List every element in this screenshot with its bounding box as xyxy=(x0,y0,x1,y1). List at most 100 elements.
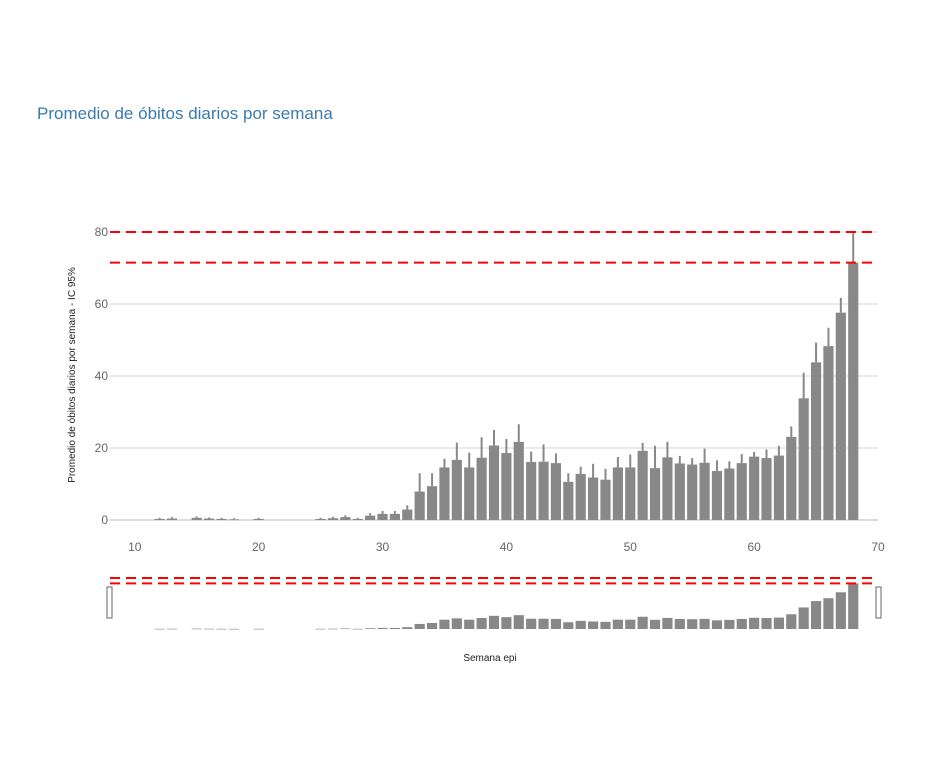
y-axis-title: Promedio de óbitos diarios por semana - … xyxy=(67,267,78,483)
bar xyxy=(166,518,178,520)
bar xyxy=(538,461,549,520)
y-axis-ticks: 0 20 40 60 80 xyxy=(95,225,109,527)
navigator-bar xyxy=(625,619,636,629)
navigator-bar xyxy=(662,617,673,629)
navigator-bar xyxy=(402,627,413,629)
bar xyxy=(575,473,586,520)
bar-series xyxy=(154,262,859,521)
navigator-bar xyxy=(513,615,524,629)
bar xyxy=(340,517,351,520)
bar xyxy=(649,468,661,520)
bar xyxy=(699,462,710,520)
bar xyxy=(513,441,524,520)
bar xyxy=(402,509,413,520)
navigator-bar xyxy=(315,628,326,630)
navigator-bar xyxy=(476,617,487,629)
navigator-bar xyxy=(711,620,723,629)
bar xyxy=(662,457,673,520)
navigator-bar xyxy=(612,619,623,629)
navigator-bar xyxy=(538,618,549,629)
navigator-bar xyxy=(439,619,450,629)
range-navigator[interactable] xyxy=(106,577,882,630)
bar xyxy=(464,467,475,520)
navigator-bar xyxy=(736,618,747,629)
x-tick-label: 10 xyxy=(128,540,142,554)
bar xyxy=(736,463,747,520)
navigator-bar xyxy=(389,627,400,629)
bar xyxy=(365,515,376,520)
bar xyxy=(749,456,760,520)
navigator-bar xyxy=(377,627,388,629)
y-tick-label: 20 xyxy=(95,441,109,455)
navigator-bar xyxy=(563,622,574,629)
bar xyxy=(315,518,326,520)
bar xyxy=(550,463,562,520)
navigator-bar xyxy=(588,621,599,629)
navigator-bar xyxy=(835,592,846,629)
bar xyxy=(823,346,834,520)
bar xyxy=(674,463,685,520)
navigator-bar xyxy=(761,618,772,629)
navigator-bar xyxy=(154,628,165,630)
navigator-bar xyxy=(451,618,462,629)
navigator-bar xyxy=(786,614,797,629)
bar xyxy=(848,262,859,520)
bar xyxy=(588,477,599,520)
navigator-bar xyxy=(699,618,710,629)
bar xyxy=(439,467,450,520)
bar xyxy=(612,467,623,520)
navigator-bar xyxy=(216,628,227,630)
bar xyxy=(451,459,462,520)
reference-lines xyxy=(110,231,878,264)
navigator-bar xyxy=(352,628,363,630)
navigator-bar xyxy=(426,623,438,629)
bar xyxy=(414,491,425,520)
navigator-bar xyxy=(204,628,215,630)
navigator-bar xyxy=(823,598,834,629)
navigator-bar xyxy=(798,607,809,629)
bar xyxy=(228,519,239,521)
range-handle-right[interactable] xyxy=(875,586,882,619)
error-bars xyxy=(158,232,855,520)
bar xyxy=(600,479,611,520)
x-tick-label: 20 xyxy=(252,540,266,554)
bar xyxy=(526,462,537,520)
navigator-bar xyxy=(550,618,562,629)
navigator-bar xyxy=(327,628,339,630)
bar xyxy=(711,471,723,520)
navigator-bar xyxy=(526,618,537,629)
navigator-bars xyxy=(154,583,859,630)
navigator-bar xyxy=(600,621,611,629)
navigator-bar xyxy=(649,619,661,629)
navigator-bar xyxy=(575,620,586,629)
navigator-bar xyxy=(488,615,500,629)
x-tick-label: 60 xyxy=(747,540,761,554)
y-tick-label: 40 xyxy=(95,369,109,383)
bar xyxy=(625,467,636,520)
x-axis-ticks: 10 20 30 40 50 60 70 xyxy=(128,540,885,554)
bar xyxy=(786,436,797,520)
bar xyxy=(835,312,846,520)
navigator-bar xyxy=(501,617,512,629)
bar xyxy=(377,513,388,520)
bar xyxy=(389,513,400,520)
navigator-bar xyxy=(166,628,178,630)
bar xyxy=(563,481,574,520)
y-tick-label: 80 xyxy=(95,225,109,239)
bar xyxy=(327,518,339,520)
bar xyxy=(253,518,264,520)
navigator-bar xyxy=(464,619,475,629)
navigator-bar xyxy=(810,601,822,629)
bar xyxy=(810,362,822,520)
bar xyxy=(798,398,809,520)
navigator-bar xyxy=(724,619,735,629)
x-tick-label: 30 xyxy=(376,540,390,554)
x-axis-title: Semana epi xyxy=(463,653,516,664)
navigator-bar xyxy=(365,628,376,629)
bar xyxy=(761,458,772,520)
range-handle-left[interactable] xyxy=(106,586,113,619)
bar xyxy=(426,486,438,520)
navigator-bar xyxy=(687,619,698,629)
bar xyxy=(488,445,500,520)
navigator-bar xyxy=(674,618,685,629)
